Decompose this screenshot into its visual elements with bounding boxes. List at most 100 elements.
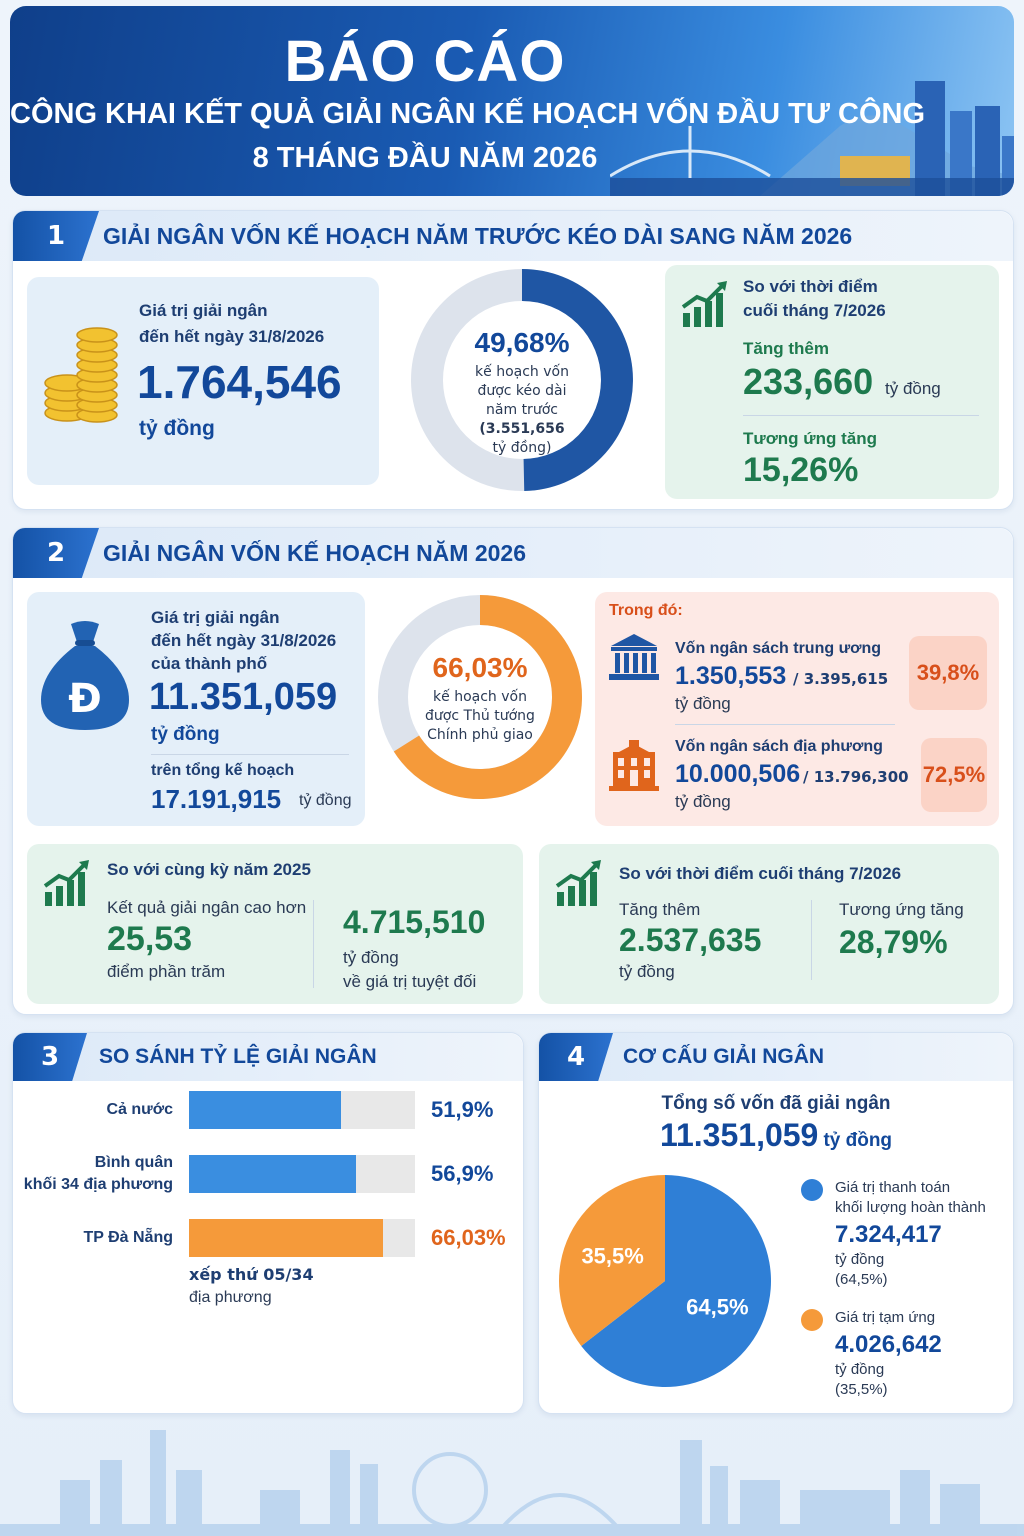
s4-total-row: 11.351,059 tỷ đồng xyxy=(539,1117,1013,1154)
s2-central-pct-badge: 39,8% xyxy=(909,636,987,710)
pie-slice xyxy=(559,1175,665,1346)
s2-yoy-divider xyxy=(313,900,314,988)
city-skyline-illustration xyxy=(610,81,1014,196)
s4-legend-2-value: 4.026,642 xyxy=(835,1331,942,1358)
s1-compare-card: So với thời điểm cuối tháng 7/2026 Tăng … xyxy=(665,265,999,499)
section-2-header xyxy=(13,528,1013,578)
s2-central-total: / 3.395,615 xyxy=(793,670,889,688)
s4-total-value: 11.351,059 xyxy=(659,1117,819,1153)
s2-value-card: Đ Giá trị giải ngân đến hết ngày 31/8/20… xyxy=(27,592,365,826)
pie-slice xyxy=(581,1175,771,1387)
s2-yoy-label: Kết quả giải ngân cao hơn xyxy=(107,898,307,917)
s3-rank-line-2: địa phương xyxy=(189,1289,272,1306)
s2-central-unit: tỷ đồng xyxy=(675,694,731,713)
s2-yoy-abs: 4.715,510 xyxy=(343,904,486,940)
section-4-header xyxy=(539,1033,1013,1081)
s1-compare-label-1: So với thời điểm xyxy=(743,277,878,296)
s2-yoy-card: So với cùng kỳ năm 2025 Kết quả giải ngâ… xyxy=(27,844,523,1004)
report-header: BÁO CÁO CÔNG KHAI KẾT QUẢ GIẢI NGÂN KẾ H… xyxy=(10,6,1014,196)
header-subtitle-1: CÔNG KHAI KẾT QUẢ GIẢI NGÂN KẾ HOẠCH VỐN… xyxy=(10,98,926,130)
s4-legend-1-line-2: khối lượng hoàn thành xyxy=(835,1199,986,1216)
section-4-panel: 4 CƠ CẤU GIẢI NGÂN Tổng số vốn đã giải n… xyxy=(538,1032,1014,1414)
s2-detail-divider xyxy=(675,724,895,725)
s2-value-label-3: của thành phố xyxy=(151,654,268,673)
bar-category-label: TP Đà Nẵng xyxy=(83,1229,174,1246)
money-bag-icon: Đ xyxy=(41,621,129,730)
s2-yoy-points: 25,53 xyxy=(107,920,193,958)
s2-central-value: 1.350,553 xyxy=(675,662,787,690)
s4-total-label: Tổng số vốn đã giải ngân xyxy=(661,1093,891,1114)
s1-value-label-2: đến hết ngày 31/8/2026 xyxy=(139,327,325,346)
s1-value-label-1: Giá trị giải ngân xyxy=(139,301,268,320)
s2-central-label: Vốn ngân sách trung ương xyxy=(675,640,882,657)
s4-legend-1-value: 7.324,417 xyxy=(835,1221,942,1248)
growth-chart-icon xyxy=(555,860,601,906)
section-1-panel: 1 GIẢI NGÂN VỐN KẾ HOẠCH NĂM TRƯỚC KÉO D… xyxy=(12,210,1014,510)
s4-legend-1-swatch xyxy=(801,1179,823,1201)
s1-donut-line-4: (3.551,656 xyxy=(479,421,565,437)
s2-local-unit: tỷ đồng xyxy=(675,792,731,811)
s2-yoy-abs-note: về giá trị tuyệt đối xyxy=(343,972,477,991)
s2-plan-value: 17.191,915 xyxy=(151,784,282,814)
section-1-header xyxy=(13,211,1013,261)
s1-donut-line-3: năm trước xyxy=(486,402,558,418)
s2-mom-card: So với thời điểm cuối tháng 7/2026 Tăng … xyxy=(539,844,999,1004)
s1-donut-percent: 49,68% xyxy=(474,327,570,358)
s2-yoy-abs-unit: tỷ đồng xyxy=(343,948,399,967)
s2-value: 11.351,059 xyxy=(149,676,338,718)
s1-compare-divider xyxy=(743,415,979,416)
s2-donut-chart xyxy=(378,595,582,799)
s2-value-divider xyxy=(151,754,349,755)
s4-legend-2-unit: tỷ đồng xyxy=(835,1361,885,1378)
s1-donut-line-5: tỷ đồng) xyxy=(492,440,552,456)
s1-donut-line-1: kế hoạch vốn xyxy=(475,364,569,380)
s4-legend-2-swatch xyxy=(801,1309,823,1331)
s2-mom-increase-unit: tỷ đồng xyxy=(619,962,675,981)
money-bag-currency-symbol: Đ xyxy=(68,676,102,722)
s4-legend-1-unit: tỷ đồng xyxy=(835,1251,885,1268)
bar-category-label: Cả nước xyxy=(106,1101,173,1118)
bar xyxy=(189,1155,357,1193)
section-3-title: SO SÁNH TỶ LỆ GIẢI NGÂN xyxy=(99,1045,377,1068)
s2-plan-label: trên tổng kế hoạch xyxy=(151,762,295,779)
s1-value-card: Giá trị giải ngân đến hết ngày 31/8/2026… xyxy=(27,277,379,485)
coin-stack-icon xyxy=(44,327,118,423)
section-3-header xyxy=(13,1033,523,1081)
s2-value-label-1: Giá trị giải ngân xyxy=(151,608,280,627)
s2-value-label-2: đến hết ngày 31/8/2026 xyxy=(151,631,337,650)
local-government-building-icon xyxy=(609,740,659,791)
s2-mom-increase-value: 2.537,635 xyxy=(619,922,762,958)
header-subtitle-2: 8 THÁNG ĐẦU NĂM 2026 xyxy=(252,142,598,174)
s2-donut-percent: 66,03% xyxy=(432,652,528,683)
bar-category-label: Bình quân khối 34 địa phương xyxy=(23,1154,173,1193)
s1-rate-label: Tương ứng tăng xyxy=(743,429,877,448)
s2-local-label: Vốn ngân sách địa phương xyxy=(675,738,883,755)
s2-donut-line-3: Chính phủ giao xyxy=(427,727,533,743)
header-title: BÁO CÁO xyxy=(284,29,566,94)
s3-bar-chart: Cả nước 51,9% Bình quân khối 34 địa phương 5… xyxy=(13,1033,523,1413)
s2-mom-title: So với thời điểm cuối tháng 7/2026 xyxy=(619,864,902,883)
s3-rank-line-1: xếp thứ 05/34 xyxy=(189,1265,314,1284)
s2-mom-divider xyxy=(811,900,812,980)
s1-donut-arc xyxy=(521,269,633,491)
s2-local-value: 10.000,506 xyxy=(675,760,801,788)
s4-legend-2-line-1: Giá trị tạm ứng xyxy=(835,1309,936,1326)
footer-skyline-illustration xyxy=(0,1430,1024,1536)
s2-detail-card: Trong đó: Vốn ngân sách trung ương 1.350… xyxy=(595,592,999,826)
s2-donut-arc xyxy=(393,595,582,799)
s2-value-unit: tỷ đồng xyxy=(151,724,220,745)
s1-increase-label: Tăng thêm xyxy=(743,339,829,358)
s4-legend-1-pct: (64,5%) xyxy=(835,1271,888,1288)
section-3-number: 3 xyxy=(13,1033,87,1081)
s1-donut-label: 49,68% kế hoạch vốn được kéo dài năm trư… xyxy=(409,267,635,493)
bar-value-label: 51,9% xyxy=(431,1097,494,1122)
s2-donut-line-2: được Thủ tướng xyxy=(425,708,535,724)
s2-mom-rate-value: 28,79% xyxy=(839,924,948,960)
section-4-title: CƠ CẤU GIẢI NGÂN xyxy=(623,1045,825,1068)
section-2-title: GIẢI NGÂN VỐN KẾ HOẠCH NĂM 2026 xyxy=(103,540,527,566)
bar xyxy=(189,1219,383,1257)
s2-mom-rate-label: Tương ứng tăng xyxy=(839,900,964,919)
s2-yoy-points-unit: điểm phần trăm xyxy=(107,962,226,981)
section-1-title: GIẢI NGÂN VỐN KẾ HOẠCH NĂM TRƯỚC KÉO DÀI… xyxy=(103,223,853,249)
s1-value: 1.764,546 xyxy=(137,356,342,408)
